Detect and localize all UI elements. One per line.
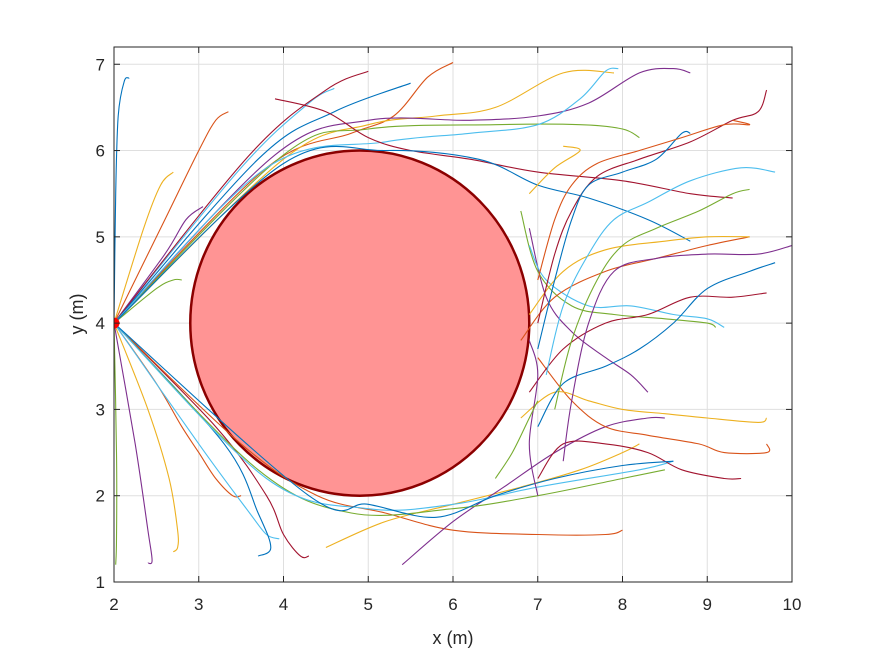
trajectory-line — [114, 77, 130, 324]
y-tick-label: 6 — [96, 142, 105, 161]
trajectory-line — [520, 391, 768, 423]
trajectory-line — [494, 400, 539, 479]
y-tick-label: 2 — [96, 487, 105, 506]
obstacle-layer — [189, 149, 531, 497]
x-tick-label: 10 — [783, 595, 802, 614]
trajectory-line — [545, 167, 776, 376]
trajectory-line — [114, 145, 691, 324]
y-tick-label: 4 — [96, 314, 105, 333]
trajectory-line — [114, 322, 674, 511]
x-tick-label: 9 — [703, 595, 712, 614]
trajectory-line — [537, 119, 751, 281]
series-layer — [114, 62, 792, 566]
y-tick-label: 3 — [96, 400, 105, 419]
trajectory-line — [114, 323, 153, 565]
trajectory-line — [114, 278, 182, 324]
trajectory-line — [554, 188, 750, 410]
trajectory-line — [114, 111, 229, 324]
y-tick-label: 5 — [96, 228, 105, 247]
trajectory-line — [528, 145, 581, 195]
x-tick-label: 6 — [448, 595, 457, 614]
trajectory-line — [528, 245, 725, 328]
trajectory-line — [114, 322, 674, 518]
x-tick-label: 7 — [533, 595, 542, 614]
x-tick-label: 2 — [109, 595, 118, 614]
trajectory-line — [537, 130, 691, 350]
x-tick-label: 3 — [194, 595, 203, 614]
trajectory-line — [114, 87, 335, 324]
trajectory-line — [562, 244, 792, 462]
trajectory-line — [114, 67, 619, 324]
y-tick-label: 1 — [96, 573, 105, 592]
x-axis-label: x (m) — [433, 628, 474, 648]
trajectory-line — [520, 236, 750, 341]
trajectory-line — [401, 416, 665, 566]
trajectory-line — [114, 322, 623, 536]
trajectory-line — [114, 67, 691, 324]
trajectory-line — [520, 210, 717, 328]
trajectory-line — [528, 228, 649, 393]
trajectory-line — [114, 82, 411, 324]
x-tick-label: 4 — [279, 595, 288, 614]
trajectory-line — [528, 292, 767, 393]
y-axis-label: y (m) — [67, 294, 87, 335]
y-tick-label: 7 — [96, 55, 105, 74]
obstacle-circle — [189, 149, 531, 497]
trajectory-line — [114, 322, 179, 553]
trajectory-line — [114, 206, 204, 324]
trajectory-line — [537, 357, 771, 455]
trajectory-line — [114, 123, 640, 324]
trajectory-line — [325, 443, 640, 549]
trajectory-line — [114, 62, 454, 324]
trajectory-line — [114, 323, 118, 565]
trajectory-line — [114, 171, 174, 324]
trajectory-line — [114, 322, 666, 516]
trajectory-line — [537, 89, 768, 324]
trajectory-line — [528, 235, 750, 315]
trajectory-line — [537, 440, 742, 480]
trajectory-line — [114, 322, 310, 559]
x-tick-label: 8 — [618, 595, 627, 614]
trajectory-line — [537, 262, 776, 427]
x-tick-label: 5 — [364, 595, 373, 614]
trajectory-line — [114, 70, 369, 324]
